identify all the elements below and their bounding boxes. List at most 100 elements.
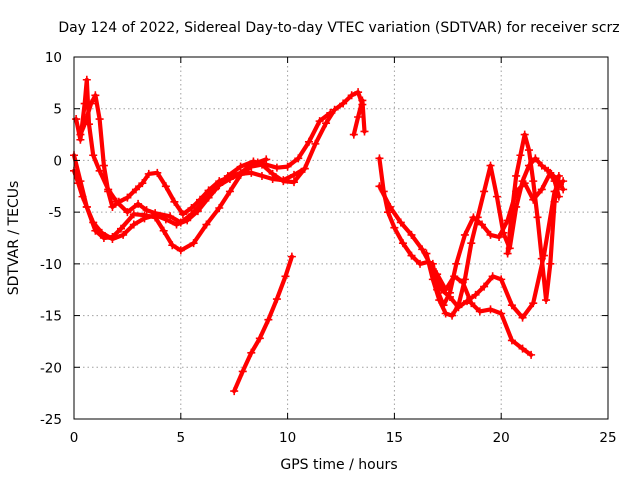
data-point-marker xyxy=(550,197,559,206)
y-tick-label: 10 xyxy=(45,50,62,66)
data-point-marker xyxy=(72,115,81,124)
data-point-marker xyxy=(533,213,542,222)
data-point-marker xyxy=(230,387,239,396)
data-point-marker xyxy=(176,246,185,255)
data-point-marker xyxy=(448,311,457,320)
data-point-marker xyxy=(151,211,160,220)
data-point-marker xyxy=(398,239,407,248)
data-point-marker xyxy=(80,120,89,129)
data-point-marker xyxy=(441,309,450,318)
data-point-marker xyxy=(544,166,553,175)
data-point-marker xyxy=(390,223,399,232)
x-tick-label: 0 xyxy=(70,430,79,446)
data-point-marker xyxy=(486,230,495,239)
data-point-marker xyxy=(161,215,170,224)
data-point-marker xyxy=(529,177,538,186)
data-point-marker xyxy=(189,239,198,248)
data-point-marker xyxy=(225,172,234,181)
data-point-marker xyxy=(383,208,392,217)
trace-arc-5 xyxy=(232,254,294,394)
data-point-marker xyxy=(91,91,100,100)
plot-frame xyxy=(73,56,609,420)
data-point-marker xyxy=(454,301,463,310)
data-point-marker xyxy=(204,193,213,202)
trace-arc-2 xyxy=(73,77,333,225)
data-point-marker xyxy=(512,171,521,180)
axis-ticks: 0 5 10 15 20 25 10 5 0 -5 -10 -15 -20 -25 xyxy=(40,50,617,446)
data-point-marker xyxy=(554,171,563,180)
data-point-marker xyxy=(238,367,247,376)
data-point-marker xyxy=(416,259,425,268)
data-point-marker xyxy=(187,204,196,213)
data-point-marker xyxy=(507,208,516,217)
data-point-marker xyxy=(78,192,87,201)
data-point-marker xyxy=(283,162,292,171)
y-axis-label: SDTVAR / TECUs xyxy=(6,181,22,296)
data-point-marker xyxy=(488,272,497,281)
data-point-marker xyxy=(360,127,369,136)
data-point-marker xyxy=(247,348,256,357)
data-point-marker xyxy=(503,249,512,258)
data-point-marker xyxy=(354,88,363,97)
data-point-marker xyxy=(97,228,106,237)
data-point-marker xyxy=(531,154,540,163)
data-point-marker xyxy=(253,158,262,167)
y-tick-label: -10 xyxy=(40,257,62,273)
data-point-marker xyxy=(322,119,331,128)
data-point-marker xyxy=(245,162,254,171)
data-point-marker xyxy=(142,206,151,215)
trace-arc-8 xyxy=(377,179,566,320)
data-point-marker xyxy=(123,193,132,202)
data-point-marker xyxy=(257,171,266,180)
data-point-marker xyxy=(473,213,482,222)
data-point-marker xyxy=(236,168,245,177)
data-point-marker xyxy=(89,218,98,227)
data-point-marker xyxy=(559,185,568,194)
y-tick-label: 0 xyxy=(53,153,62,169)
data-point-marker xyxy=(290,170,299,179)
data-point-marker xyxy=(311,139,320,148)
data-point-marker xyxy=(262,155,271,164)
data-point-marker xyxy=(116,224,125,233)
data-point-marker xyxy=(183,216,192,225)
data-point-marker xyxy=(119,230,128,239)
data-point-marker xyxy=(204,186,213,195)
data-point-marker xyxy=(358,96,367,105)
data-point-marker xyxy=(407,251,416,260)
data-point-marker xyxy=(95,166,104,175)
data-point-marker xyxy=(452,259,461,268)
data-point-marker xyxy=(89,151,98,160)
data-point-marker xyxy=(129,220,138,229)
data-point-marker xyxy=(486,161,495,170)
data-point-marker xyxy=(480,282,489,291)
trace-arc-1 xyxy=(71,90,365,253)
data-point-marker xyxy=(537,254,546,263)
data-point-marker xyxy=(123,208,132,217)
data-point-marker xyxy=(178,210,187,219)
data-point-marker xyxy=(300,164,309,173)
data-point-marker xyxy=(315,117,324,126)
data-point-marker xyxy=(499,228,508,237)
y-tick-label: 5 xyxy=(53,102,62,118)
data-point-marker xyxy=(480,187,489,196)
data-point-marker xyxy=(264,315,273,324)
data-traces xyxy=(70,75,568,396)
data-point-marker xyxy=(330,105,339,114)
data-point-marker xyxy=(290,178,299,187)
data-point-marker xyxy=(537,185,546,194)
data-point-marker xyxy=(507,301,516,310)
data-point-marker xyxy=(108,235,117,244)
data-point-marker xyxy=(247,168,256,177)
y-tick-label: -25 xyxy=(40,412,62,428)
data-point-marker xyxy=(114,197,123,206)
x-tick-label: 25 xyxy=(599,430,616,446)
data-point-marker xyxy=(460,230,469,239)
trace-arc-4 xyxy=(78,93,269,217)
data-point-marker xyxy=(202,220,211,229)
x-tick-label: 20 xyxy=(493,430,510,446)
data-point-marker xyxy=(170,197,179,206)
trace-arc-10 xyxy=(424,156,562,318)
data-point-marker xyxy=(294,154,303,163)
data-point-marker xyxy=(134,199,143,208)
